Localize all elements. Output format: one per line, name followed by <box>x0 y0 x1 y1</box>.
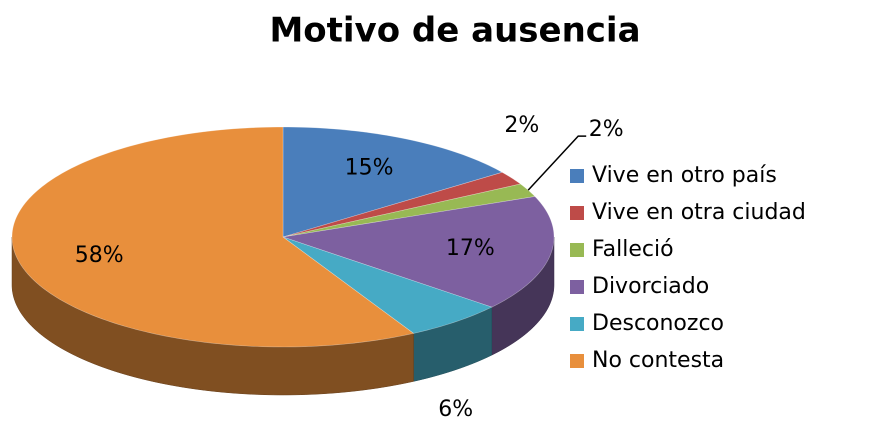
legend-label: Vive en otra ciudad <box>592 200 806 225</box>
leader-line <box>527 135 587 191</box>
legend-swatch <box>570 280 584 294</box>
data-label: 2% <box>504 113 539 138</box>
legend-swatch <box>570 317 584 331</box>
pie-slice <box>282 196 555 308</box>
legend-swatch <box>570 354 584 368</box>
legend-label: Divorciado <box>592 274 709 299</box>
pie-slice <box>11 126 415 348</box>
legend-label: Falleció <box>592 237 674 262</box>
data-label: 15% <box>345 155 394 180</box>
legend-label: No contesta <box>592 348 724 373</box>
legend-swatch <box>570 206 584 220</box>
data-label: 17% <box>446 236 495 261</box>
pie-slice <box>282 126 504 238</box>
pie-slice <box>282 172 522 238</box>
legend-label: Vive en otro país <box>592 163 777 188</box>
pie-side <box>11 236 414 396</box>
data-label: 58% <box>75 243 124 268</box>
pie-slice <box>282 183 536 238</box>
legend-label: Desconozco <box>592 311 724 336</box>
chart-title: Motivo de ausencia <box>269 11 640 51</box>
data-label: 2% <box>589 117 624 142</box>
legend-swatch <box>570 243 584 257</box>
legend-swatch <box>570 169 584 183</box>
data-label: 6% <box>438 397 473 422</box>
pie-slice <box>282 236 493 334</box>
